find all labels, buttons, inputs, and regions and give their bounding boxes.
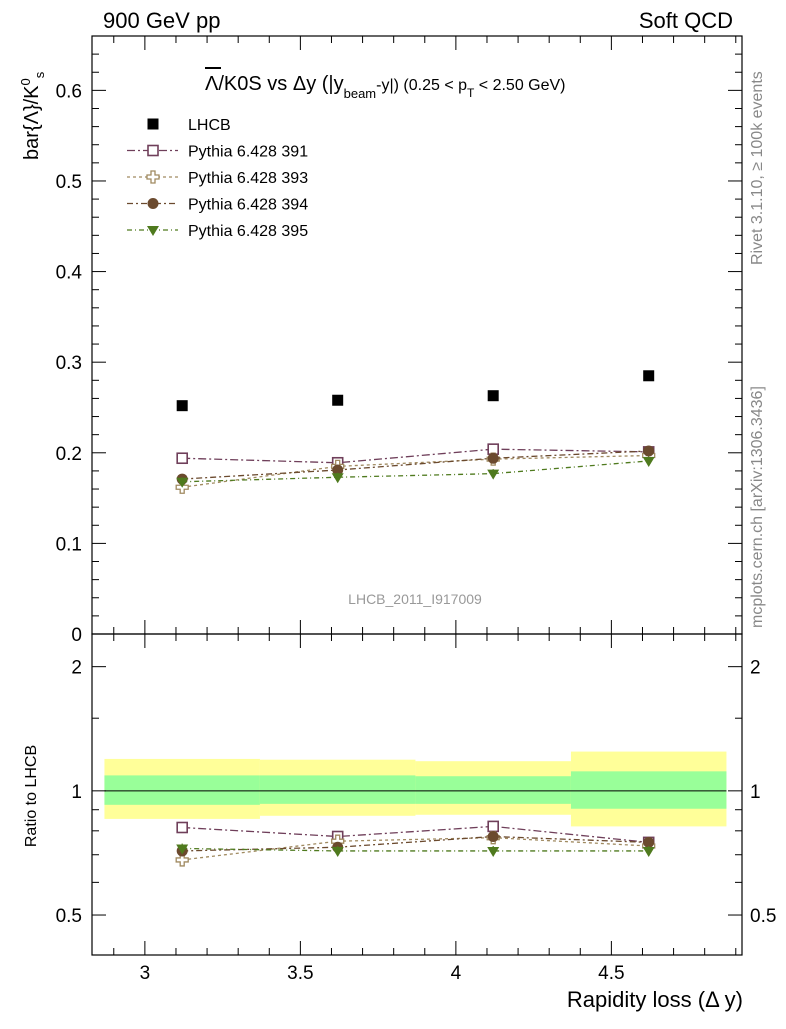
legend-marker-p391: [147, 144, 159, 157]
main-point-p394: [487, 452, 499, 464]
watermark: LHCB_2011_I917009: [348, 591, 482, 607]
ratio-point-p395: [642, 846, 655, 857]
legend-marker-p395: [147, 226, 159, 236]
ratio-ytick-label-right: 0.5: [750, 906, 776, 927]
ratio-line-p394: [182, 835, 649, 852]
ratio-panel: 3 3.5 4 4.5 0.5 0.5 1 1 2 2: [56, 633, 776, 984]
xtick-label: 3: [140, 963, 151, 984]
main-point-p391: [176, 452, 188, 465]
legend-label-data: LHCB: [188, 117, 231, 134]
ratio-ytick-label: 1: [71, 782, 82, 803]
header-left: 900 GeV pp: [103, 8, 220, 33]
ratio-line-p393: [182, 837, 649, 861]
ratio-point-p394: [643, 836, 655, 848]
ratio-band-inner-0: [104, 775, 260, 805]
main-line-p391: [182, 448, 649, 464]
legend-label-p393: Pythia 6.428 393: [188, 170, 308, 187]
ratio-ytick-label: 2: [71, 658, 82, 679]
legend: LHCB Pythia 6.428 391 Pythia 6.428 393 Pyth…: [127, 117, 308, 240]
main-ytick-label: 0.4: [56, 263, 83, 284]
legend-marker-p393: [146, 170, 160, 184]
ratio-point-p395: [176, 844, 189, 855]
ratio-point-p391: [176, 821, 188, 834]
main-ytick-label: 0.5: [56, 172, 82, 193]
xtick-label: 4: [451, 963, 462, 984]
ratio-point-p391: [487, 820, 499, 833]
ratio-point-p393: [175, 853, 189, 867]
ratio-line-p391: [182, 825, 649, 844]
header-right: Soft QCD: [639, 8, 733, 33]
legend-label-p395: Pythia 6.428 395: [188, 223, 308, 240]
main-point-data: [176, 400, 188, 412]
ratio-ytick-label-right: 1: [750, 782, 761, 803]
main-ytick-label: 0.6: [56, 81, 82, 102]
ratio-point-p395: [487, 846, 500, 857]
ratio-ytick-label: 0.5: [56, 906, 82, 927]
ratio-point-p395: [331, 846, 344, 857]
ratio-band-inner-1: [259, 775, 416, 804]
main-ytick-label: 0: [71, 625, 82, 646]
legend-marker-data: [147, 118, 159, 130]
xaxis-label: Rapidity loss (Δ y): [567, 987, 743, 1012]
main-point-p395: [642, 456, 655, 467]
main-ytick-label: 0.3: [56, 353, 82, 374]
xtick-label: 4.5: [598, 963, 624, 984]
ratio-line-p395: [182, 847, 649, 852]
main-point-data: [487, 390, 499, 402]
main-point-p394: [332, 464, 344, 476]
main-point-data: [643, 370, 655, 382]
main-point-p395: [487, 469, 500, 480]
ratio-point-p394: [487, 831, 499, 843]
main-panel: 0 0.1 0.2 0.3 0.4 0.5 0.6: [56, 35, 743, 646]
xtick-label: 3.5: [287, 963, 313, 984]
main-line-p394: [182, 450, 649, 480]
legend-marker-p394: [147, 198, 159, 209]
plot-title: Λ/K0S vs Δy (|ybeam-y|) (0.25 < pT < 2.5…: [205, 73, 566, 101]
mcplots-label: mcplots.cern.ch [arXiv:1306.3436]: [749, 386, 766, 628]
main-point-p395: [176, 477, 189, 488]
main-point-p394: [643, 445, 655, 457]
main-ytick-label: 0.1: [56, 534, 82, 555]
ratio-ylabel: Ratio to LHCB: [23, 745, 40, 847]
ratio-band-inner-2: [415, 776, 571, 804]
main-point-p395: [331, 473, 344, 484]
main-line-p393: [182, 454, 649, 488]
ratio-ytick-label-right: 2: [750, 658, 761, 679]
main-ylabel: bar{Λ}/K0s: [18, 71, 47, 160]
main-point-data: [332, 394, 344, 406]
main-ytick-label: 0.2: [56, 444, 82, 465]
legend-label-p391: Pythia 6.428 391: [188, 144, 308, 161]
ratio-band-inner-3: [570, 771, 727, 809]
ratio-plot-frame: [91, 633, 743, 956]
legend-label-p394: Pythia 6.428 394: [188, 197, 308, 214]
rivet-label: Rivet 3.1.10, ≥ 100k events: [749, 71, 766, 265]
